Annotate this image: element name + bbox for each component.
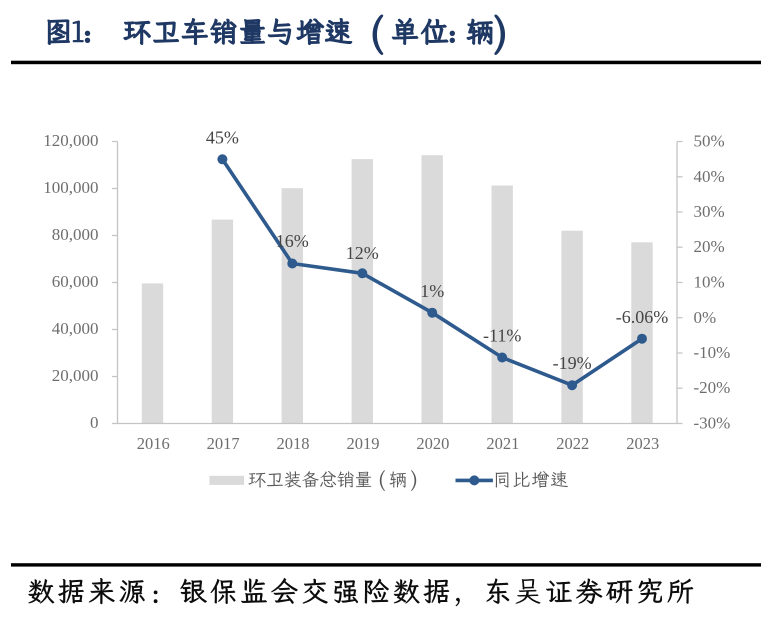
svg-text:2018: 2018 [277, 434, 310, 453]
svg-text:-19%: -19% [553, 353, 592, 373]
svg-text:10%: 10% [694, 273, 725, 292]
svg-text:80,000: 80,000 [52, 225, 99, 244]
svg-text:40,000: 40,000 [52, 319, 99, 338]
svg-text:2021: 2021 [486, 434, 519, 453]
svg-text:-30%: -30% [694, 414, 731, 433]
svg-text:30%: 30% [694, 202, 725, 221]
svg-text:16%: 16% [276, 231, 309, 251]
svg-text:-20%: -20% [694, 378, 731, 397]
svg-text:120,000: 120,000 [43, 131, 98, 150]
svg-text:50%: 50% [694, 132, 725, 151]
svg-text:60,000: 60,000 [52, 272, 99, 291]
svg-text:2023: 2023 [626, 434, 659, 453]
svg-text:0%: 0% [694, 308, 717, 327]
svg-text:45%: 45% [206, 128, 239, 148]
svg-text:2017: 2017 [207, 434, 240, 453]
svg-text:2022: 2022 [556, 434, 589, 453]
svg-text:2019: 2019 [347, 434, 380, 453]
svg-text:2016: 2016 [137, 434, 170, 453]
svg-text:2020: 2020 [416, 434, 449, 453]
svg-text:-6.06%: -6.06% [616, 307, 669, 327]
svg-text:-10%: -10% [694, 343, 731, 362]
svg-text:20,000: 20,000 [52, 366, 99, 385]
svg-text:0: 0 [90, 413, 99, 432]
svg-text:12%: 12% [346, 243, 379, 263]
svg-text:1%: 1% [420, 281, 444, 301]
svg-text:40%: 40% [694, 167, 725, 186]
svg-text:20%: 20% [694, 237, 725, 256]
svg-text:-11%: -11% [483, 326, 521, 346]
svg-text:100,000: 100,000 [43, 178, 98, 197]
